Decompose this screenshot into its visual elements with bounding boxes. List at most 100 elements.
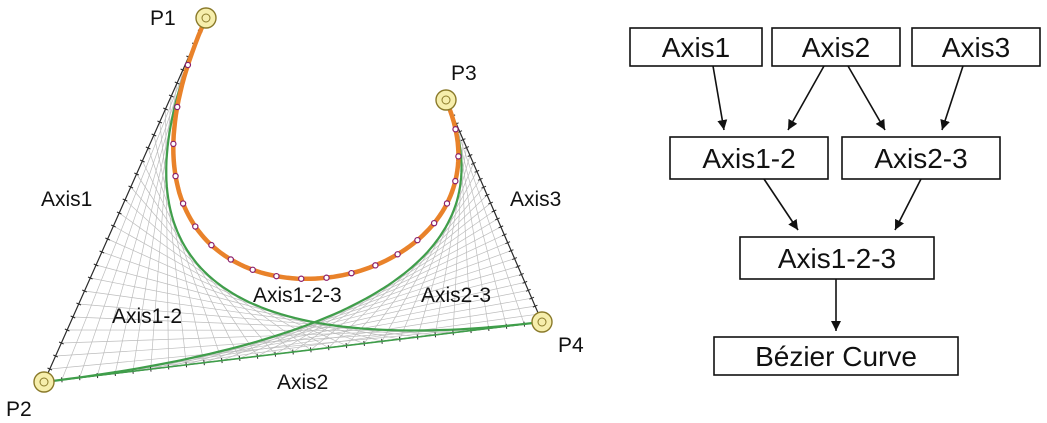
bezier-construction: P1 P2 P3 P4 Axis1 Axis3 Axis2 Axis1-2 Ax… [6,7,584,421]
control-point-p4[interactable] [531,311,553,333]
polygon-tick [522,280,528,284]
curve-sample-dot [170,140,177,148]
flow-label-axis1-2-3: Axis1-2-3 [778,243,896,274]
polygon-tick [484,193,490,197]
polygon-tick [474,169,480,173]
flow-label-bezier-curve: Bézier Curve [755,341,917,372]
curve-sample-dot [455,153,462,160]
curve-sample-dot [443,200,451,207]
polygon-tick [163,107,168,111]
mesh-line [363,179,481,344]
curve-sample-dots [170,61,462,282]
polygon-tick [157,120,163,124]
polygon-tick [529,296,535,300]
polygon-tick [145,146,151,150]
polygon-tick [139,159,145,163]
polygon-tick [488,201,494,205]
p2-label: P2 [6,398,32,421]
flow-node-axis1-2-3: Axis1-2-3 [739,236,935,280]
curve-sample-dot [323,274,330,281]
p1-label: P1 [150,7,176,30]
polygon-tick [110,224,116,228]
curve-sample-dot [227,256,234,263]
polygon-tick [47,367,53,371]
polygon-tick [105,237,111,241]
polygon-tick [518,272,524,276]
p3-label: P3 [451,62,477,85]
mesh-line [49,323,525,370]
polygon-tick [494,217,500,221]
curve-sample-dot [179,200,187,207]
polygon-tick [53,354,59,358]
axis1-2-curve [165,17,543,332]
control-point-center [39,377,49,387]
curve-sample-dot [372,262,379,269]
mesh-line [101,251,365,344]
flow-label-axis2-3: Axis2-3 [874,143,967,174]
mesh-line [452,115,507,327]
polygon-tick [151,133,157,137]
control-point-p2[interactable] [33,371,55,393]
polygon-tick [99,250,105,254]
curve-sample-dot [394,251,401,258]
arrow-axis2-to-axis2-3 [847,65,886,131]
edge-label-axis1: Axis1 [41,188,92,211]
mesh-line [346,186,484,346]
control-point-center [201,13,211,23]
polygon-tick [122,198,128,202]
curve-sample-dot [249,266,256,273]
axis2-3-curve [43,99,463,384]
polygon-tick [64,328,70,332]
polygon-tick [87,276,93,280]
mesh-line [449,107,525,325]
polygon-tick [70,315,76,319]
polygon-tick [481,185,487,189]
curve-sample-dot [273,272,280,280]
curve-sample-dot [192,223,199,230]
mesh-line [95,264,383,342]
flow-node-axis2-3: Axis2-3 [841,136,1001,180]
arrow-axis1-2-to-axis1-2-3 [763,178,799,231]
control-point-p1[interactable] [195,7,217,29]
polygon-tick [467,154,473,157]
polygon-tick [505,241,511,245]
curve-sample-dot [172,172,179,180]
p2-p4-green-line [43,321,543,383]
curve-sample-dot [174,103,181,111]
flow-node-bezier-curve: Bézier Curve [713,336,959,376]
arrow-axis3-to-axis2-3 [940,65,964,131]
edge-label-axis2-3: Axis2-3 [421,284,491,307]
mesh-line [417,155,471,338]
polygon-tick [128,185,134,189]
polygon-tick [498,225,504,229]
polygon-tick [134,172,140,176]
p4-label: P4 [558,334,584,357]
polygon-tick [491,209,497,213]
flow-node-axis2: Axis2 [771,27,901,67]
control-point-center [441,95,451,105]
mesh-line [381,171,478,342]
curve-sample-dot [430,219,438,227]
polygon-tick [174,81,180,85]
curve-sample-dot [298,275,305,282]
flow-node-axis1: Axis1 [629,27,763,67]
polygon-tick [532,304,538,308]
curve-sample-dot [452,177,459,185]
arrow-axis2-to-axis1-2 [787,65,825,131]
flow-chart: Axis1 Axis2 Axis3 Axis1-2 Axis2-3 Axis1-… [629,27,1041,376]
polygon-tick [168,94,174,98]
curve-sample-dot [208,241,215,249]
arrow-axis1-to-axis1-2 [712,65,728,131]
polygon-tick [525,288,531,292]
control-point-p3[interactable] [435,89,457,111]
arrow-axis2-3-to-axis1-2-3 [894,178,922,231]
polygon-tick [116,211,122,215]
control-point-center [537,317,547,327]
flow-label-axis1-2: Axis1-2 [702,143,795,174]
polygon-tick [93,263,99,267]
flow-label-axis3: Axis3 [942,32,1010,63]
curve-sample-dot [184,61,192,69]
mesh-line [399,163,474,340]
flow-label-axis2: Axis2 [802,32,870,63]
